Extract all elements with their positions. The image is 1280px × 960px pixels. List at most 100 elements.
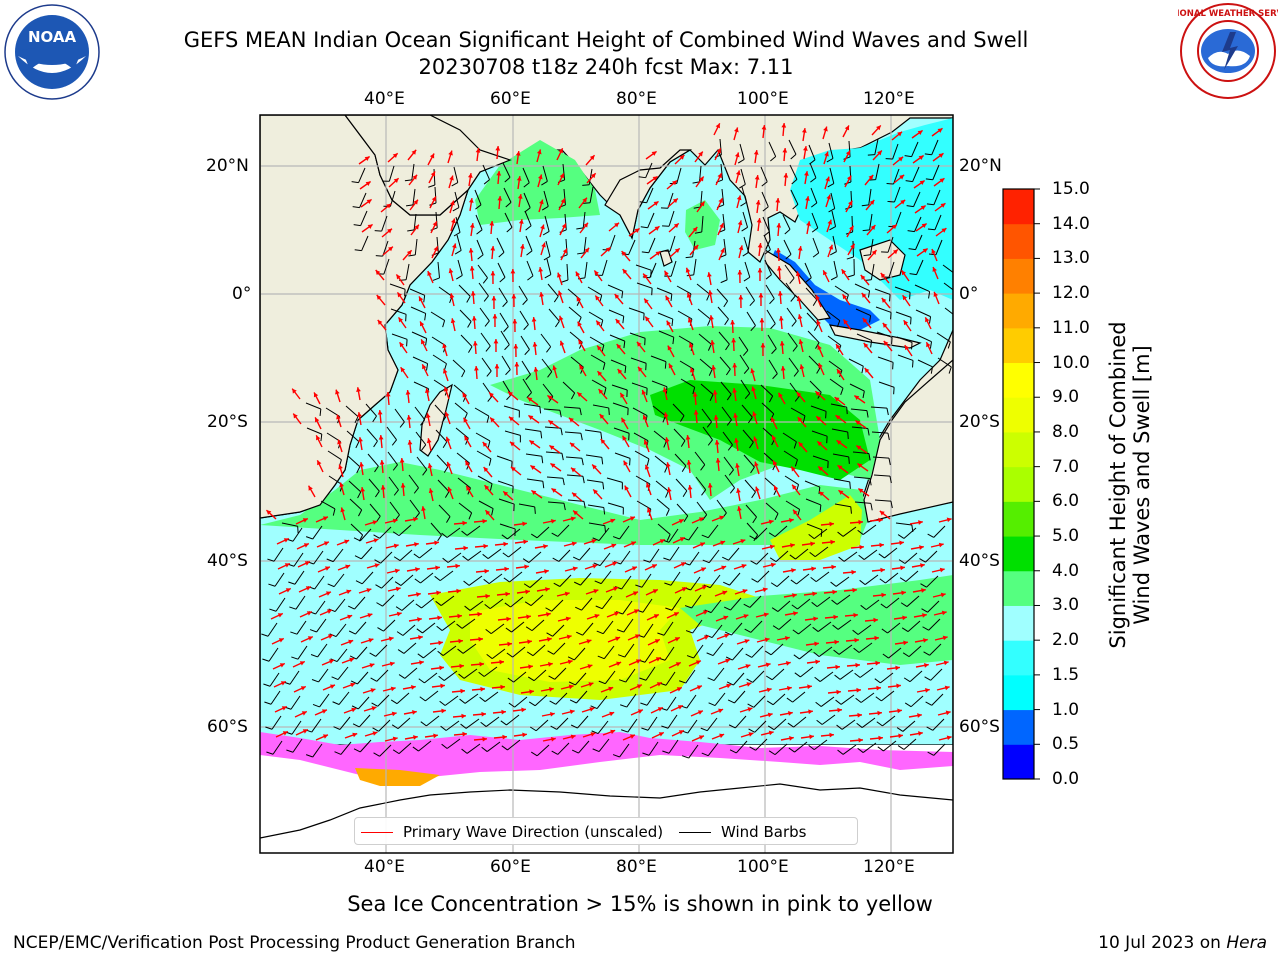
- wind-barb: [854, 501, 871, 504]
- wave-arrow-head: [613, 586, 619, 592]
- wind-barb-flag: [437, 534, 442, 542]
- wave-arrow-head: [350, 682, 356, 688]
- wind-barb-flag: [897, 745, 905, 750]
- wind-barb: [619, 525, 630, 540]
- wind-barb: [691, 594, 702, 609]
- wind-barb-flag: [582, 184, 590, 186]
- wave-arrow-head: [435, 565, 440, 571]
- wind-barb: [314, 575, 325, 590]
- wave-arrow-head: [622, 435, 627, 441]
- wind-barb-flag: [405, 204, 414, 207]
- wind-barb-flag: [374, 465, 379, 473]
- wave-arrow-head: [283, 538, 289, 543]
- wind-barb-flag: [793, 441, 797, 449]
- wave-arrow-head: [440, 683, 445, 689]
- wave-arrow-head: [709, 315, 714, 320]
- wind-barb-flag: [770, 156, 777, 162]
- wind-barb-flag: [468, 512, 473, 520]
- wave-arrow-head: [807, 684, 812, 690]
- wind-barb-flag: [561, 279, 569, 283]
- wave-arrow-head: [767, 712, 773, 718]
- wave-arrow-head: [687, 485, 693, 490]
- wave-arrow-head: [426, 438, 432, 444]
- wind-barb: [815, 571, 830, 583]
- wave-arrow-head: [299, 661, 305, 666]
- wind-barb: [534, 694, 548, 707]
- wind-barb-flag: [452, 207, 460, 212]
- colorbar-segment: [1003, 466, 1034, 502]
- wind-barb-flag: [701, 489, 707, 496]
- wind-barb: [804, 262, 812, 278]
- wave-arrow-head: [658, 732, 664, 737]
- wind-barb-flag: [599, 295, 603, 303]
- wave-arrow-head: [796, 296, 802, 302]
- wind-barb: [416, 456, 428, 470]
- wind-barb: [507, 739, 521, 751]
- wave-arrow-head: [592, 564, 598, 569]
- wave-arrow-head: [801, 128, 807, 133]
- wind-barb: [634, 450, 650, 460]
- wind-barb: [857, 624, 872, 635]
- wind-barb-flag: [707, 344, 712, 351]
- wind-barb: [874, 138, 879, 155]
- lon-label-top: 40°E: [364, 89, 405, 109]
- wind-barb-flag: [684, 605, 692, 609]
- wave-arrow-head: [484, 568, 489, 574]
- wave-arrow-head: [336, 414, 341, 420]
- wave-arrow-head: [707, 483, 713, 488]
- wave-arrow-head: [600, 438, 606, 444]
- wind-barb: [722, 431, 733, 446]
- wind-barb-flag: [693, 206, 701, 209]
- wind-barb: [291, 720, 302, 735]
- wind-barb: [462, 643, 477, 654]
- wave-arrow-head: [347, 614, 353, 620]
- wind-barb-flag: [681, 755, 689, 759]
- wave-arrow-head: [396, 611, 402, 617]
- wind-barb-flag: [624, 366, 627, 374]
- wave-arrow-head: [770, 562, 776, 568]
- wave-arrow-head: [549, 711, 555, 717]
- wind-barb: [552, 624, 565, 637]
- wind-barb: [670, 260, 677, 277]
- wind-barb: [701, 215, 704, 232]
- wind-barb-flag: [811, 601, 818, 607]
- wave-arrow-head: [418, 296, 424, 302]
- wind-barb-flag: [869, 478, 872, 486]
- wave-arrow-head: [527, 397, 533, 402]
- wind-barb: [403, 642, 417, 654]
- wind-barb: [892, 143, 899, 160]
- wind-barb: [757, 570, 770, 583]
- wave-arrow-head: [326, 609, 332, 614]
- wind-barb-flag: [680, 415, 685, 422]
- wind-barb: [754, 720, 767, 733]
- wave-arrow-head: [293, 413, 298, 419]
- wind-barb: [813, 739, 828, 751]
- wind-barb: [458, 502, 472, 514]
- wind-barb: [317, 643, 328, 658]
- wind-barb-flag: [486, 415, 490, 423]
- wind-barb-flag: [724, 631, 732, 636]
- wave-arrow-head: [880, 567, 885, 573]
- wave-arrow-head: [306, 611, 312, 616]
- wind-barb: [553, 642, 566, 655]
- wind-barb: [732, 647, 744, 661]
- legend-item-wind-barbs: Wind Barbs: [679, 822, 806, 842]
- wind-barb-flag: [458, 673, 465, 679]
- wind-barb: [765, 502, 779, 514]
- wave-arrow-head: [623, 460, 628, 466]
- wave-arrow-head: [836, 689, 841, 695]
- wind-barb: [656, 287, 673, 295]
- wave-arrow-head: [549, 445, 555, 450]
- wind-barb-flag: [836, 320, 841, 328]
- wave-arrow-head: [300, 686, 306, 691]
- wind-barb-flag: [486, 370, 492, 377]
- legend-black-line: [679, 832, 711, 833]
- wind-barb-flag: [928, 316, 932, 324]
- wave-arrow-head: [707, 272, 712, 277]
- wind-barb-flag: [802, 415, 806, 423]
- wind-barb: [313, 550, 324, 565]
- wind-barb: [498, 498, 515, 505]
- wind-barb: [587, 286, 602, 296]
- wave-arrow-head: [778, 316, 784, 321]
- wave-arrow-head: [557, 290, 563, 296]
